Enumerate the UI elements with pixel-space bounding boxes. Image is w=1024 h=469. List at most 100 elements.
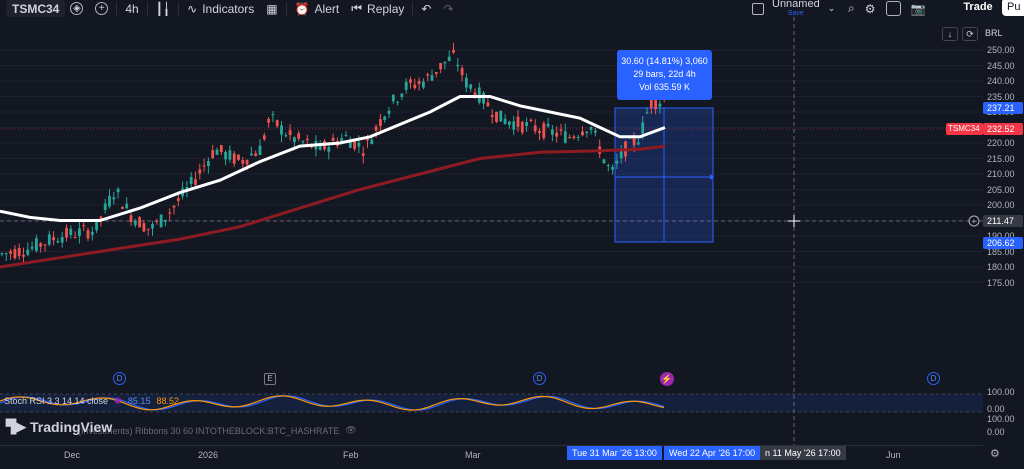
- price-chart[interactable]: +: [0, 17, 983, 445]
- ma-fast-line: [0, 95, 666, 222]
- price-tick: 175.00: [987, 277, 1015, 288]
- candle-body: [374, 126, 378, 131]
- stoch-name: Stoch RSI 3 3 14 14 close: [4, 395, 109, 406]
- candle-body: [383, 116, 387, 121]
- indicators-button[interactable]: ∿ Indicators: [181, 0, 260, 17]
- candle-body: [284, 135, 288, 137]
- candle-body: [503, 118, 507, 125]
- price-tick: 235.00: [987, 91, 1015, 102]
- search-icon[interactable]: ⌕: [848, 1, 855, 15]
- redo-button[interactable]: ↷: [437, 0, 459, 17]
- candle-body: [585, 131, 589, 134]
- trade-button[interactable]: Trade: [958, 0, 998, 14]
- flash-event-icon[interactable]: ⚡: [660, 372, 674, 386]
- fullscreen-icon[interactable]: [885, 1, 901, 16]
- candle-body: [490, 115, 494, 117]
- candle-body: [469, 84, 473, 89]
- dividend-marker[interactable]: D: [927, 372, 940, 385]
- candle-body: [13, 249, 17, 259]
- symbol-price-label: TSMC34: [946, 123, 983, 135]
- symbol-name[interactable]: TSMC34: [6, 0, 66, 17]
- candle-body: [129, 215, 133, 223]
- candle-body: [529, 119, 533, 122]
- measure-bars: 29 bars, 22d 4h: [633, 69, 696, 79]
- candle-body: [215, 149, 219, 155]
- candle-body: [262, 135, 266, 140]
- indicators-label: Indicators: [202, 1, 255, 16]
- earnings-marker[interactable]: E: [264, 373, 276, 385]
- candle-body: [142, 223, 146, 232]
- stoch-legend[interactable]: Stoch RSI 3 3 14 14 close ◉ 85.15 88.52: [4, 395, 179, 406]
- tradingview-logo[interactable]: ▜▶ TradingView: [6, 419, 112, 435]
- candle-body: [43, 244, 47, 246]
- eye-icon[interactable]: 👁: [345, 425, 357, 435]
- chevron-down-icon[interactable]: ⌄: [827, 3, 836, 13]
- candle-body: [293, 137, 296, 143]
- alert-button[interactable]: ⏰ Alert: [289, 0, 346, 17]
- candle-body: [164, 219, 167, 222]
- candle-body: [563, 131, 567, 143]
- candle-body: [35, 238, 38, 251]
- candle-body: [198, 169, 202, 174]
- candle-body: [632, 137, 636, 146]
- chart-type-button[interactable]: ┃╽: [150, 0, 176, 17]
- candle-body: [65, 227, 68, 238]
- candle-body: [551, 129, 554, 135]
- settings-icon[interactable]: ⚙: [864, 1, 876, 16]
- candle-body: [486, 102, 490, 107]
- symbol-search[interactable]: TSMC34 ◈: [0, 0, 89, 17]
- undo-button[interactable]: ↶: [415, 0, 437, 17]
- price-axis[interactable]: 250.00245.00240.00235.00230.00225.00220.…: [983, 17, 1024, 437]
- candle-body: [297, 133, 301, 139]
- time-label-jun: Jun: [886, 450, 901, 460]
- price-tick: 250.00: [987, 45, 1015, 55]
- publish-button[interactable]: Pu: [1002, 0, 1024, 16]
- candle-body: [649, 98, 653, 108]
- divider: [116, 1, 118, 16]
- candle-body: [125, 203, 129, 209]
- layout-name-block[interactable]: Unnamed Save: [772, 0, 820, 18]
- candle-body: [86, 230, 90, 239]
- download-icon[interactable]: ↓: [942, 27, 958, 41]
- candle-body: [430, 75, 434, 81]
- dividend-marker[interactable]: D: [533, 372, 546, 385]
- candle-body: [271, 113, 275, 115]
- currency-label[interactable]: BRL: [985, 28, 1003, 38]
- candle-body: [434, 72, 438, 74]
- templates-button[interactable]: ▦: [260, 0, 283, 17]
- dividend-marker[interactable]: D: [113, 372, 126, 385]
- candle-body: [99, 216, 103, 219]
- candle-body: [176, 198, 180, 201]
- candle-body: [452, 49, 455, 53]
- candle-body: [121, 206, 124, 209]
- candle-body: [232, 153, 236, 164]
- auto-scale-icon[interactable]: ⟳: [962, 27, 978, 41]
- stoch-line: [0, 395, 665, 411]
- interval-button[interactable]: 4h: [119, 0, 144, 17]
- compare-button[interactable]: +: [89, 0, 114, 17]
- candle-body: [396, 101, 399, 103]
- add-alert-button: +: [968, 215, 980, 227]
- candle-body: [4, 253, 8, 255]
- replay-button[interactable]: ⏮ Replay: [345, 0, 410, 17]
- diamond-icon[interactable]: ◈: [70, 2, 84, 15]
- ribbon-legend[interactable]: (Investments) Ribbons 30 60 INTOTHEBLOCK…: [4, 425, 357, 436]
- last-price-tag: 232.52: [983, 123, 1023, 135]
- candle-body: [47, 234, 51, 245]
- candle-body: [379, 119, 382, 127]
- candle-body: [280, 125, 283, 135]
- camera-icon[interactable]: 📷: [910, 1, 926, 16]
- candle-body: [641, 122, 645, 134]
- candle-body: [288, 130, 292, 135]
- candle-body: [56, 241, 60, 243]
- plus-icon[interactable]: +: [95, 2, 109, 15]
- candle-body: [357, 142, 361, 147]
- time-axis[interactable]: Dec 2026 Feb Mar Tue 31 Mar '26 13:00 We…: [0, 445, 983, 469]
- settings-gear-icon[interactable]: ⚙: [990, 448, 1000, 460]
- time-label-dec: Dec: [64, 450, 81, 460]
- price-tick: 245.00: [987, 60, 1015, 71]
- price-tick: 185.00: [987, 246, 1015, 257]
- candle-body: [508, 121, 511, 125]
- layout-menu[interactable]: Unnamed Save ⌄: [752, 0, 835, 17]
- brand-name: TradingView: [30, 419, 113, 435]
